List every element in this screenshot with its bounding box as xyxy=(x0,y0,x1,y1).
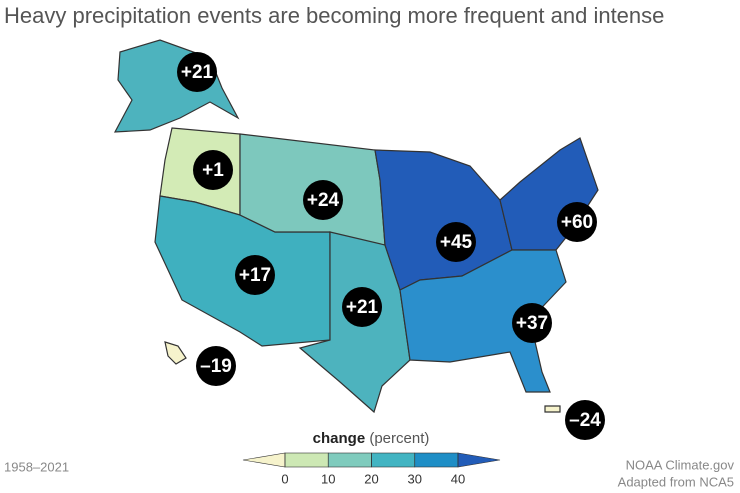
badge xyxy=(193,150,233,190)
badge xyxy=(196,346,236,386)
region-label: +17 xyxy=(239,265,271,286)
region-label: +45 xyxy=(440,232,473,253)
region-label: +1 xyxy=(202,160,224,181)
badge xyxy=(565,400,605,440)
badge xyxy=(303,180,343,220)
regions xyxy=(113,39,599,414)
region-label: +21 xyxy=(181,62,214,83)
colorbar-tick-label: 0 xyxy=(281,471,288,486)
badge xyxy=(557,202,597,242)
region-label: +37 xyxy=(516,313,548,334)
badges: +21 +1 +24 +17 +21 +45 +60 +37 –19 –24 xyxy=(177,52,605,440)
period: 1958–2021 xyxy=(4,459,69,474)
region-label: –24 xyxy=(569,410,601,431)
region xyxy=(544,405,561,413)
legend-unit: (percent) xyxy=(369,430,429,447)
region xyxy=(164,341,187,365)
badge xyxy=(342,287,382,327)
badge xyxy=(177,52,217,92)
region-label: +21 xyxy=(346,297,379,318)
region-label: +24 xyxy=(307,190,340,211)
colorbar-high xyxy=(457,452,501,468)
colorbar-tick-label: 30 xyxy=(408,471,422,486)
credit: Adapted from NCA5 xyxy=(618,474,734,489)
region xyxy=(399,249,567,393)
region-label: –19 xyxy=(200,356,232,377)
region xyxy=(113,39,240,133)
colorbar-bin xyxy=(284,452,329,468)
badge xyxy=(436,222,476,262)
colorbar-low xyxy=(242,452,286,468)
legend-title-main: change xyxy=(313,430,366,447)
colorbar-tick-label: 10 xyxy=(321,471,335,486)
colorbar-bin xyxy=(327,452,372,468)
colorbar-bin xyxy=(371,452,416,468)
source: NOAA Climate.gov xyxy=(626,457,735,472)
colorbar-tick-label: 40 xyxy=(451,471,465,486)
colorbar: 0 10 20 30 40 xyxy=(242,452,501,486)
legend-title: change (percent) xyxy=(313,430,430,447)
colorbar-bin xyxy=(414,452,459,468)
colorbar-tick-label: 20 xyxy=(364,471,378,486)
title: Heavy precipitation events are becoming … xyxy=(4,3,664,28)
region-label: +60 xyxy=(561,212,593,233)
badge xyxy=(235,255,275,295)
badge xyxy=(512,303,552,343)
